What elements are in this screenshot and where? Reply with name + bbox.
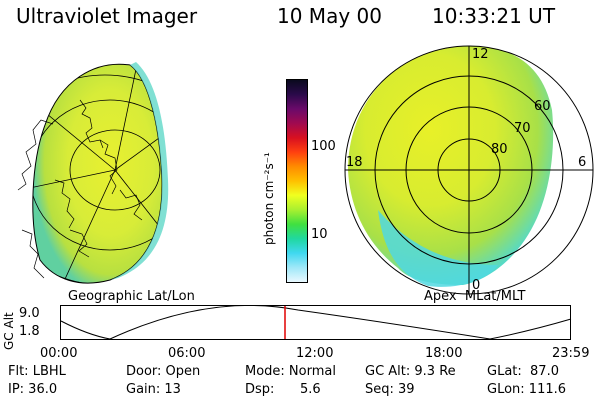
lat-label-70: 70 [514, 121, 531, 136]
info-door: Door: Open [126, 364, 201, 379]
info-dsp-label: Dsp: [245, 382, 275, 397]
orbit-xtick-2359: 23:59 [552, 346, 590, 361]
apex-caption: Apex MLat/MLT [424, 289, 526, 304]
mlt-label-18: 18 [346, 155, 363, 170]
info-dsp-value: 5.6 [300, 382, 321, 397]
info-flt: Flt: LBHL [8, 364, 66, 379]
mlt-label-12: 12 [472, 47, 489, 62]
orbit-ytick-high: 9.0 [19, 306, 40, 321]
auroral-emission [348, 46, 554, 285]
polar-plot: 12 18 6 0 60 70 80 [344, 45, 594, 295]
orbit-altitude-curve [60, 305, 572, 340]
date-label: 10 May 00 [277, 4, 382, 28]
orbit-xtick-0000: 00:00 [40, 346, 78, 361]
coastlines [54, 99, 143, 258]
orbit-xtick-1800: 18:00 [425, 346, 463, 361]
orbit-plot [60, 305, 572, 340]
orbit-ytick-low: 1.8 [19, 324, 40, 339]
geographic-image [17, 62, 169, 284]
lat-label-60: 60 [534, 99, 551, 114]
instrument-title: Ultraviolet Imager [16, 4, 198, 28]
colorbar-unit-label: photon cm⁻²s⁻¹ [262, 152, 276, 245]
info-seq: Seq: 39 [365, 382, 415, 397]
orbit-xtick-1200: 12:00 [296, 346, 334, 361]
info-ip: IP: 36.0 [8, 382, 58, 397]
geographic-caption: Geographic Lat/Lon [68, 289, 195, 304]
time-label: 10:33:21 UT [432, 4, 556, 28]
colorbar-tick-10: 10 [311, 227, 328, 242]
colorbar-tick-100: 100 [311, 139, 336, 154]
color-bar [286, 79, 308, 283]
info-gc-alt: GC Alt: 9.3 Re [365, 364, 456, 379]
info-gain: Gain: 13 [126, 382, 181, 397]
orbit-ylabel: GC Alt [2, 312, 16, 350]
info-glon: GLon: 111.6 [487, 382, 567, 397]
orbit-xtick-0600: 06:00 [168, 346, 206, 361]
info-mode: Mode: Normal [245, 364, 336, 379]
lat-label-80: 80 [491, 142, 508, 157]
info-glat: GLat: 87.0 [487, 364, 559, 379]
mlt-label-0: 0 [472, 278, 480, 293]
polar-grid [344, 45, 594, 295]
mlt-label-6: 6 [578, 155, 586, 170]
